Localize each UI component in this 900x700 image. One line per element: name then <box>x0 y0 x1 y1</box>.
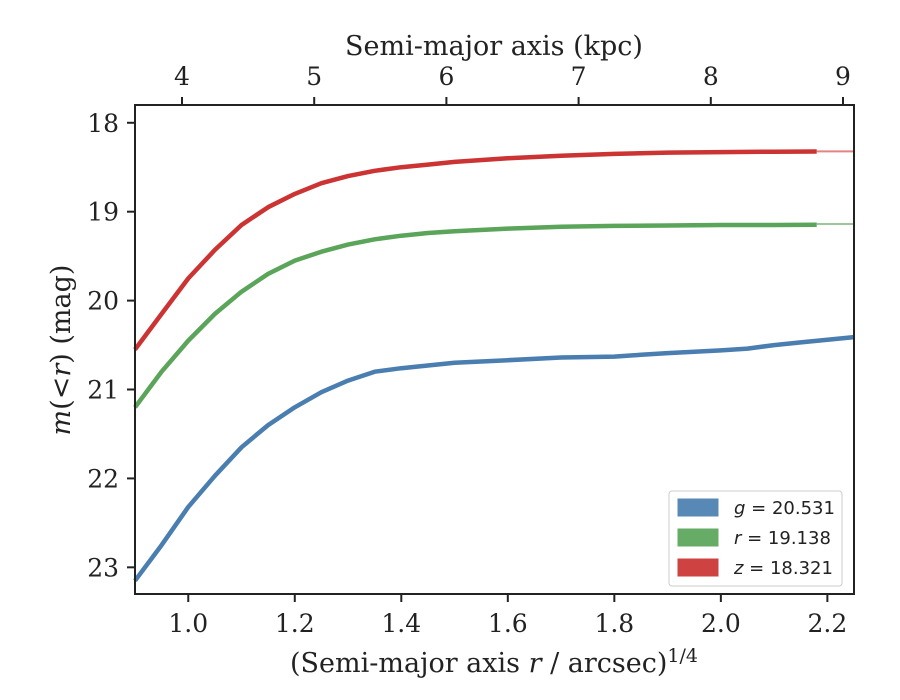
top-tick-label: 9 <box>835 62 851 91</box>
x-tick-label: 1.0 <box>168 609 208 638</box>
y-tick-label: 23 <box>87 553 119 582</box>
x-tick-label: 2.0 <box>701 609 741 638</box>
y-axis-title-close: ) (mag) <box>46 265 77 364</box>
legend-label-g: g = 20.531 <box>734 498 835 519</box>
x-axis-title-main: (Semi-major axis <box>290 648 529 679</box>
series-line-r <box>133 222 817 409</box>
x-axis-title-tail: / arcsec) <box>542 648 668 679</box>
x-tick-label: 1.4 <box>381 609 421 638</box>
legend-var: g <box>734 498 745 519</box>
series-layer <box>133 149 855 583</box>
top-tick-label: 6 <box>438 62 454 91</box>
y-axis-title-open: (< <box>46 377 77 410</box>
top-tick-label: 5 <box>306 62 322 91</box>
legend-value: = 19.138 <box>741 528 831 549</box>
y-axis-ticks: 18 19 20 21 22 23 <box>87 109 135 582</box>
x-axis-title: (Semi-major axis r / arcsec)1/4 <box>290 645 698 679</box>
x-tick-label: 1.6 <box>488 609 528 638</box>
x-axis-title-exponent: 1/4 <box>667 645 698 667</box>
x-axis-ticks: 1.0 1.2 1.4 1.6 1.8 2.0 2.2 <box>168 594 847 638</box>
legend-swatch-g <box>677 498 719 517</box>
top-tick-label: 8 <box>703 62 719 91</box>
legend-label-z: z = 18.321 <box>733 558 833 579</box>
y-tick-label: 19 <box>87 198 119 227</box>
legend-value: = 18.321 <box>743 558 833 579</box>
y-tick-label: 20 <box>87 287 119 316</box>
top-tick-label: 7 <box>571 62 587 91</box>
y-axis-title-r: r <box>46 362 77 377</box>
legend-var: z <box>733 558 744 579</box>
y-tick-label: 18 <box>87 109 119 138</box>
legend-swatch-z <box>677 558 719 577</box>
legend-label-r: r = 19.138 <box>734 528 831 549</box>
plot-frame <box>134 104 855 595</box>
series-line-g <box>133 334 855 583</box>
x-tick-label: 1.2 <box>275 609 315 638</box>
legend-swatch-r <box>677 528 719 547</box>
x-tick-label: 2.2 <box>807 609 847 638</box>
series-line-z <box>133 149 817 351</box>
y-axis-title-m: m <box>46 410 77 436</box>
top-axis-title: Semi-major axis (kpc) <box>345 31 643 62</box>
top-tick-label: 4 <box>174 62 190 91</box>
y-axis-title: m(<r) (mag) <box>46 265 77 436</box>
x-tick-label: 1.8 <box>594 609 634 638</box>
x-axis-title-var: r <box>529 648 544 679</box>
y-tick-label: 21 <box>87 376 119 405</box>
top-axis-ticks: 4 5 6 7 8 9 <box>174 62 851 105</box>
legend-var: r <box>734 528 743 549</box>
y-tick-label: 22 <box>87 464 119 493</box>
legend-value: = 20.531 <box>745 498 835 519</box>
